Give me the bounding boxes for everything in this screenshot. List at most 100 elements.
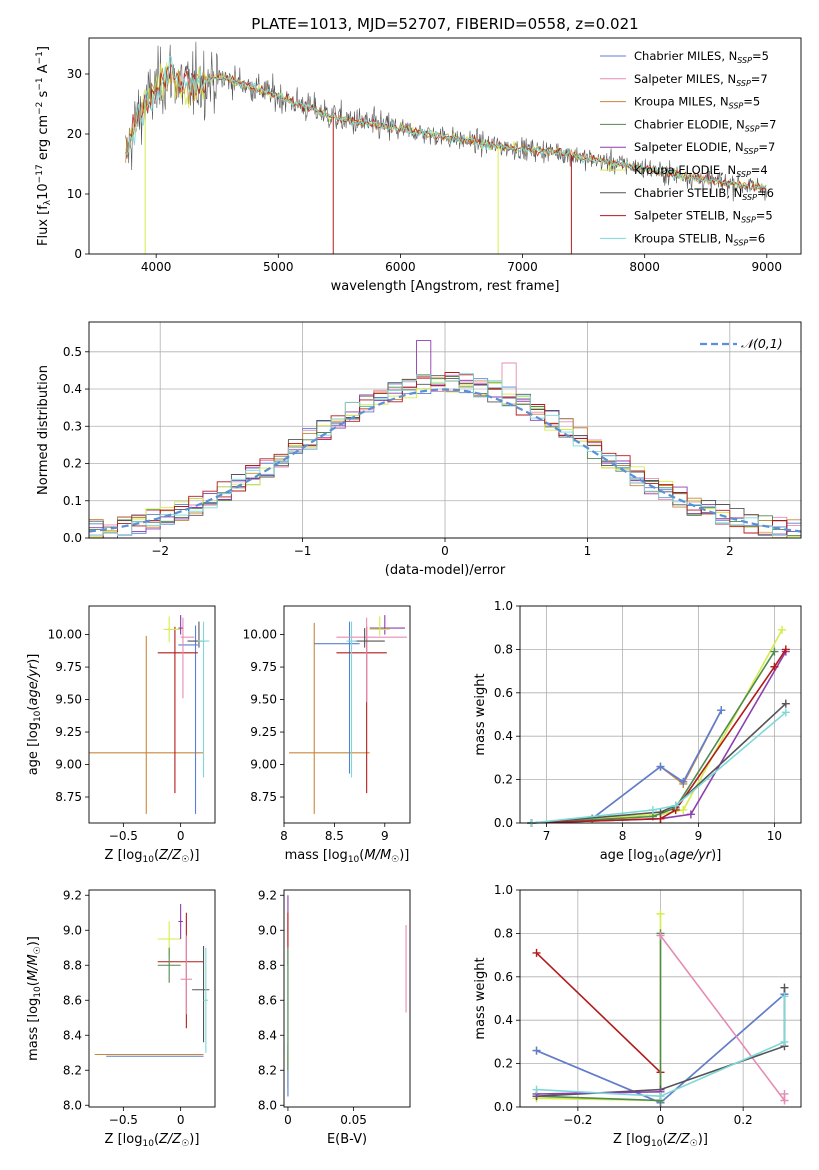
y-tick-label: 0.3 (63, 419, 82, 433)
legend-label-kroupa_elodie: Kroupa ELODIE, NSSP=4 (634, 163, 768, 179)
weight-line-salpeter_miles (659, 935, 786, 1103)
y-tick-label: 1.0 (494, 599, 513, 613)
y-tick-label: 0.6 (494, 970, 513, 984)
x-axis-label: wavelength [Angstrom, rest frame] (331, 279, 560, 294)
x-tick-label: 0 (657, 1113, 665, 1127)
y-tick-label: 9.2 (63, 888, 82, 902)
y-tick-label: 0.0 (494, 816, 513, 830)
y-tick-label: 8.0 (258, 1098, 277, 1112)
x-tick-label: 8 (619, 829, 627, 843)
spectrum-panel: 4000 5000 6000 7000 8000 9000 0 10 20 30 wavelengt… (35, 37, 802, 294)
legend-label-salpeter_miles: Salpeter MILES, NSSP=7 (634, 72, 768, 88)
y-tick-label: 8.6 (63, 993, 82, 1007)
weight-marker-kroupa_stelib (780, 1037, 789, 1046)
y-tick-label: 0.4 (63, 382, 82, 396)
x-tick-label: 8.5 (325, 829, 344, 843)
x-tick-label: 10 (767, 829, 782, 843)
weight-marker-chabrier_stelib (781, 699, 790, 708)
x-axis-label: Z [log10(Z/Z☉)] (613, 1132, 708, 1149)
y-tick-label: 1.0 (494, 883, 513, 897)
x-tick-label: 8000 (629, 260, 660, 274)
axes-frame (283, 605, 411, 824)
x-tick-label: 2 (726, 544, 734, 558)
x-tick-label: −1 (294, 544, 312, 558)
x-axis-label: E(B-V) (327, 1132, 367, 1147)
weight-marker-salpeter_miles (656, 931, 665, 940)
y-tick-label: 9.25 (250, 725, 277, 739)
y-tick-label: 8.2 (258, 1063, 277, 1077)
x-tick-label: −0.5 (109, 829, 138, 843)
gaussian-curve (88, 388, 802, 533)
x-tick-label: 6000 (385, 260, 416, 274)
y-tick-label: 9.00 (55, 758, 82, 772)
x-tick-label: 5000 (263, 260, 294, 274)
x-axis-label: Z [log10(Z/Z☉)] (105, 848, 200, 865)
axes-frame (88, 605, 216, 824)
weight-line-kroupa_stelib (531, 711, 787, 824)
weight-marker-salpeter_miles (780, 1089, 789, 1098)
x-tick-label: 0 (441, 544, 449, 558)
weight-marker-salpeter_stelib (781, 645, 790, 654)
histogram-kroupa_stelib (89, 373, 801, 539)
weight-line-chabrier_elodie (536, 933, 662, 1102)
weight-line-chabrier_stelib (531, 703, 787, 824)
y-tick-label: 0.2 (63, 457, 82, 471)
y-tick-label: 8.0 (63, 1098, 82, 1112)
y-tick-label: 9.00 (250, 758, 277, 772)
x-tick-label: −2 (151, 544, 169, 558)
y-tick-label: 9.75 (55, 660, 82, 674)
weight-marker-kroupa_elodie (679, 805, 688, 814)
weight-line-kroupa_miles (531, 709, 723, 824)
y-tick-label: 0.4 (494, 729, 513, 743)
weight-marker-kroupa_elodie (778, 625, 787, 634)
y-tick-label: 8.8 (63, 958, 82, 972)
weight-marker-chabrier_stelib (656, 808, 665, 817)
mass_vs_z-panel: −0.5 0 8.0 8.2 8.4 8.6 8.8 9.0 9.2 Z [log10(Z/Z☉)… (26, 888, 216, 1149)
model-spectrum-kroupa_miles (125, 67, 767, 191)
x-axis-label: age [log10(age/yr)] (600, 848, 722, 865)
x-tick-label: 7000 (507, 260, 538, 274)
y-tick-label: 9.50 (55, 693, 82, 707)
y-tick-label: 20 (67, 127, 82, 141)
model-spectrum-kroupa_elodie (125, 61, 767, 190)
weight-marker-chabrier_elodie (770, 647, 779, 656)
y-tick-label: 8.2 (63, 1063, 82, 1077)
weight-marker-kroupa_stelib (780, 992, 789, 1001)
weight-marker-kroupa_stelib (656, 1092, 665, 1101)
x-axis-label: mass [log10(M/M☉)] (285, 848, 410, 865)
legend-label-chabrier_elodie: Chabrier ELODIE, NSSP=7 (634, 117, 776, 133)
weight-marker-kroupa_stelib (671, 801, 680, 810)
age_vs_z-panel: −0.5 0 8.75 9.00 9.25 9.50 9.75 10.00 Z [log10(Z… (26, 605, 216, 865)
y-tick-label: 9.0 (258, 923, 277, 937)
y-tick-label: 9.2 (258, 888, 277, 902)
x-tick-label: 0.05 (340, 1113, 367, 1127)
x-tick-label: 1 (584, 544, 592, 558)
age_vs_z-points (89, 615, 210, 814)
axes-frame (88, 889, 216, 1108)
legend-label-kroupa_stelib: Kroupa STELIB, NSSP=6 (634, 231, 765, 247)
weight_vs_z-panel: −0.2 0 0.2 0.0 0.2 0.4 0.6 0.8 1.0 Z [log10(Z/Z☉)… (473, 883, 802, 1149)
weight-marker-kroupa_stelib (781, 708, 790, 717)
y-tick-label: 0.0 (63, 531, 82, 545)
weight-marker-kroupa_stelib (648, 805, 657, 814)
weight-marker-chabrier_stelib (780, 983, 789, 992)
x-axis-label: (data-model)/error (385, 563, 506, 578)
age_vs_mass-points (289, 615, 407, 814)
x-tick-label: 7 (543, 829, 551, 843)
weight-marker-kroupa_stelib (532, 1085, 541, 1094)
x-tick-label: 0 (177, 829, 185, 843)
weight-marker-chabrier_miles (532, 1046, 541, 1055)
mass_vs_ebv-points (287, 895, 407, 1097)
weight-line-kroupa_elodie (531, 629, 783, 824)
spectrum-legend: Chabrier MILES, NSSP=5 Salpeter MILES, NS… (600, 49, 776, 247)
y-axis-label: mass weight (473, 673, 488, 755)
plot-layer: 4000 5000 6000 7000 8000 90000102030wavelengt… (26, 37, 802, 1149)
y-tick-label: 0.2 (494, 1057, 513, 1071)
weight-marker-chabrier_miles (656, 762, 665, 771)
weight-marker-chabrier_miles (679, 777, 688, 786)
axes-frame (283, 889, 411, 1108)
legend-label-gaussian: 𝒩(0,1) (741, 336, 783, 351)
weight-line-salpeter_elodie (531, 651, 787, 824)
weight-line-salpeter_stelib (535, 952, 662, 1103)
